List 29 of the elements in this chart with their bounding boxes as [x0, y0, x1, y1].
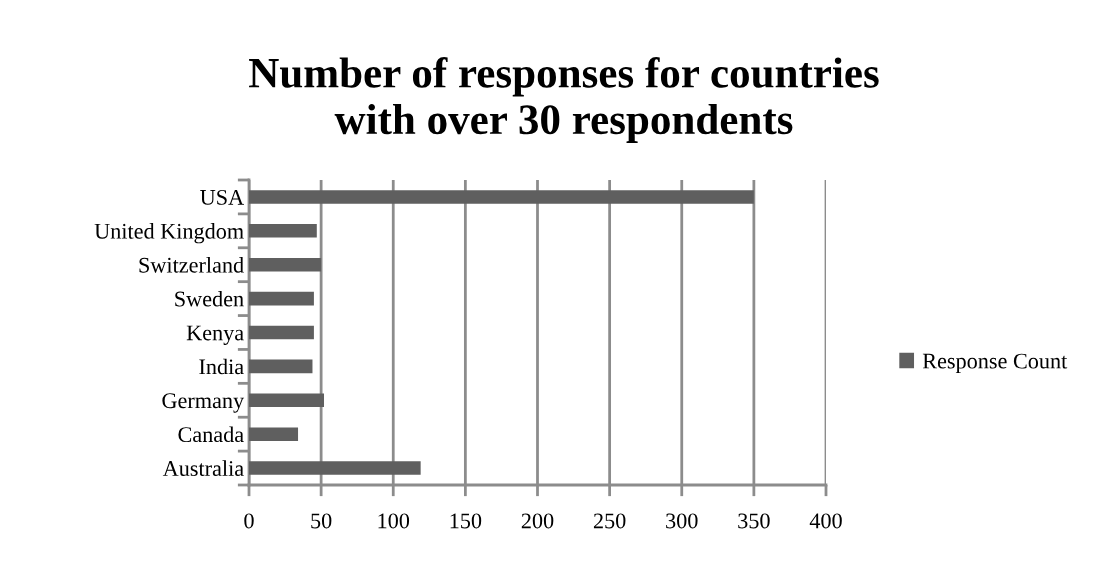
y-tick-label: USA: [200, 189, 244, 205]
y-tick-label: Switzerland: [139, 257, 244, 273]
x-tick-label: 300: [666, 513, 698, 529]
bar: [249, 393, 325, 408]
bar: [249, 291, 314, 306]
bar: [249, 257, 322, 272]
bar: [249, 224, 317, 238]
x-tick-label: 350: [738, 513, 770, 529]
x-tick-label: 50: [311, 513, 332, 529]
y-tick-label: United Kingdom: [94, 223, 244, 244]
bar: [249, 427, 299, 441]
bar: [249, 359, 313, 374]
y-tick-label: Germany: [162, 393, 245, 413]
x-tick-label: 400: [809, 513, 842, 529]
x-tick-label: 100: [378, 513, 410, 529]
chart-title: Number of responses for countries with over 30 respondents: [249, 57, 879, 143]
x-tick-label: 0: [244, 513, 254, 529]
x-tick-label: 250: [593, 513, 626, 529]
bar: [249, 461, 421, 475]
bar: [249, 325, 314, 340]
x-tick-label: 150: [450, 513, 482, 529]
bar: [249, 190, 754, 204]
y-tick-label: Canada: [178, 426, 244, 443]
y-tick-label: Kenya: [186, 325, 244, 345]
y-tick-label: Australia: [162, 460, 244, 476]
legend-label: Response Count: [922, 353, 1068, 374]
y-tick-label: India: [199, 358, 244, 375]
y-tick-label: Sweden: [175, 290, 244, 307]
x-tick-label: 200: [521, 513, 554, 529]
